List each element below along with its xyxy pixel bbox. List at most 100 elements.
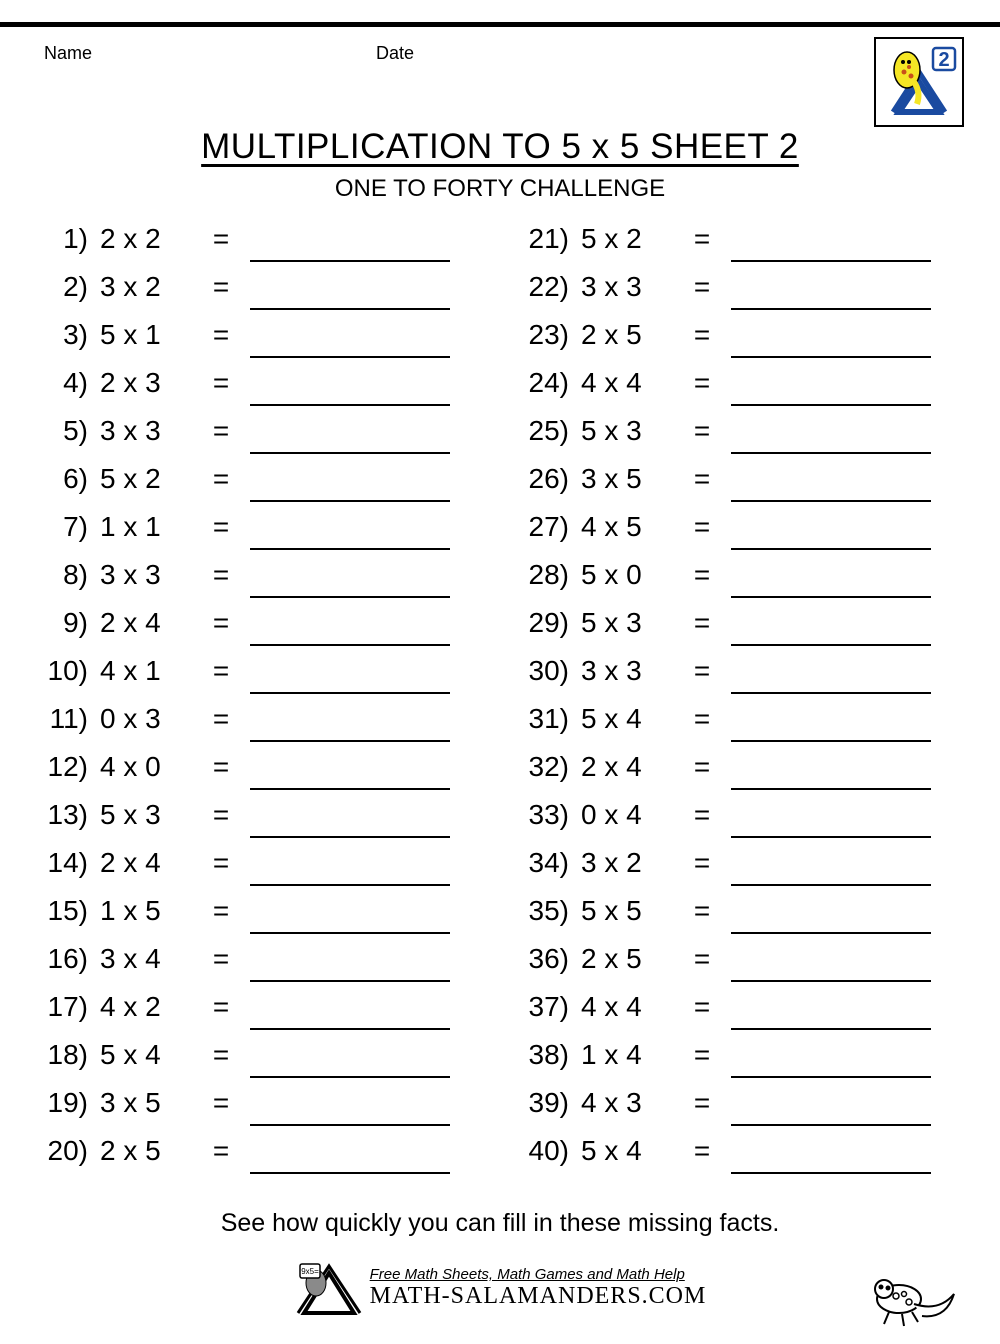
problem-number: 18): [34, 1039, 96, 1071]
answer-blank[interactable]: [250, 518, 450, 550]
problem-number: 5): [34, 415, 96, 447]
answer-blank[interactable]: [250, 230, 450, 262]
equals-sign: =: [196, 1039, 246, 1071]
problem-number: 24): [515, 367, 577, 399]
problem-row: 13)5 x 3=: [34, 791, 485, 839]
answer-blank[interactable]: [731, 614, 931, 646]
answer-blank[interactable]: [250, 374, 450, 406]
answer-blank[interactable]: [731, 902, 931, 934]
answer-blank[interactable]: [250, 854, 450, 886]
answer-blank[interactable]: [731, 950, 931, 982]
answer-blank[interactable]: [731, 566, 931, 598]
answer-blank[interactable]: [250, 806, 450, 838]
problem-number: 30): [515, 655, 577, 687]
answer-blank[interactable]: [731, 662, 931, 694]
equals-sign: =: [677, 367, 727, 399]
equals-sign: =: [196, 463, 246, 495]
equals-sign: =: [677, 607, 727, 639]
equals-sign: =: [196, 751, 246, 783]
answer-blank[interactable]: [731, 422, 931, 454]
problem-row: 24)4 x 4=: [515, 359, 966, 407]
problem-row: 7)1 x 1=: [34, 503, 485, 551]
problem-expression: 4 x 3: [577, 1087, 677, 1119]
answer-blank[interactable]: [250, 998, 450, 1030]
problem-number: 33): [515, 799, 577, 831]
problem-row: 27)4 x 5=: [515, 503, 966, 551]
top-rule: [0, 22, 1000, 27]
equals-sign: =: [196, 607, 246, 639]
equals-sign: =: [196, 991, 246, 1023]
answer-blank[interactable]: [250, 566, 450, 598]
answer-blank[interactable]: [731, 806, 931, 838]
answer-blank[interactable]: [250, 1142, 450, 1174]
problem-number: 9): [34, 607, 96, 639]
equals-sign: =: [677, 319, 727, 351]
answer-blank[interactable]: [250, 902, 450, 934]
answer-blank[interactable]: [731, 278, 931, 310]
problem-expression: 4 x 2: [96, 991, 196, 1023]
answer-blank[interactable]: [731, 374, 931, 406]
equals-sign: =: [196, 559, 246, 591]
answer-blank[interactable]: [250, 422, 450, 454]
answer-blank[interactable]: [250, 758, 450, 790]
equals-sign: =: [196, 1135, 246, 1167]
problem-expression: 5 x 0: [577, 559, 677, 591]
answer-blank[interactable]: [250, 950, 450, 982]
answer-blank[interactable]: [250, 710, 450, 742]
problem-row: 29)5 x 3=: [515, 599, 966, 647]
problem-expression: 5 x 5: [577, 895, 677, 927]
answer-blank[interactable]: [250, 1046, 450, 1078]
answer-blank[interactable]: [731, 1046, 931, 1078]
problem-number: 35): [515, 895, 577, 927]
answer-blank[interactable]: [731, 1094, 931, 1126]
problem-number: 34): [515, 847, 577, 879]
answer-blank[interactable]: [250, 326, 450, 358]
problem-number: 4): [34, 367, 96, 399]
equals-sign: =: [196, 271, 246, 303]
problem-number: 26): [515, 463, 577, 495]
answer-blank[interactable]: [250, 662, 450, 694]
problem-number: 14): [34, 847, 96, 879]
problem-number: 23): [515, 319, 577, 351]
problem-row: 2)3 x 2=: [34, 263, 485, 311]
problem-expression: 1 x 5: [96, 895, 196, 927]
problem-row: 26)3 x 5=: [515, 455, 966, 503]
equals-sign: =: [196, 223, 246, 255]
equals-sign: =: [196, 1087, 246, 1119]
problem-row: 25)5 x 3=: [515, 407, 966, 455]
answer-blank[interactable]: [731, 854, 931, 886]
answer-blank[interactable]: [250, 1094, 450, 1126]
answer-blank[interactable]: [731, 710, 931, 742]
problem-row: 6)5 x 2=: [34, 455, 485, 503]
problem-expression: 2 x 2: [96, 223, 196, 255]
answer-blank[interactable]: [731, 470, 931, 502]
problem-expression: 2 x 5: [577, 943, 677, 975]
problem-expression: 0 x 3: [96, 703, 196, 735]
problem-row: 34)3 x 2=: [515, 839, 966, 887]
answer-blank[interactable]: [731, 1142, 931, 1174]
answer-blank[interactable]: [250, 470, 450, 502]
problem-expression: 4 x 1: [96, 655, 196, 687]
problem-number: 12): [34, 751, 96, 783]
problem-expression: 5 x 1: [96, 319, 196, 351]
title-block: MULTIPLICATION TO 5 x 5 SHEET 2 ONE TO F…: [0, 127, 1000, 203]
problem-expression: 5 x 2: [577, 223, 677, 255]
problem-number: 6): [34, 463, 96, 495]
problem-row: 14)2 x 4=: [34, 839, 485, 887]
equals-sign: =: [196, 367, 246, 399]
problem-expression: 3 x 5: [96, 1087, 196, 1119]
answer-blank[interactable]: [731, 998, 931, 1030]
answer-blank[interactable]: [250, 614, 450, 646]
problem-number: 17): [34, 991, 96, 1023]
problem-number: 27): [515, 511, 577, 543]
problem-row: 16)3 x 4=: [34, 935, 485, 983]
answer-blank[interactable]: [731, 758, 931, 790]
answer-blank[interactable]: [250, 278, 450, 310]
problem-number: 31): [515, 703, 577, 735]
problem-number: 40): [515, 1135, 577, 1167]
equals-sign: =: [677, 559, 727, 591]
answer-blank[interactable]: [731, 518, 931, 550]
answer-blank[interactable]: [731, 230, 931, 262]
answer-blank[interactable]: [731, 326, 931, 358]
footer-logo: 9x5= Free Math Sheets, Math Games and Ma…: [294, 1258, 707, 1318]
